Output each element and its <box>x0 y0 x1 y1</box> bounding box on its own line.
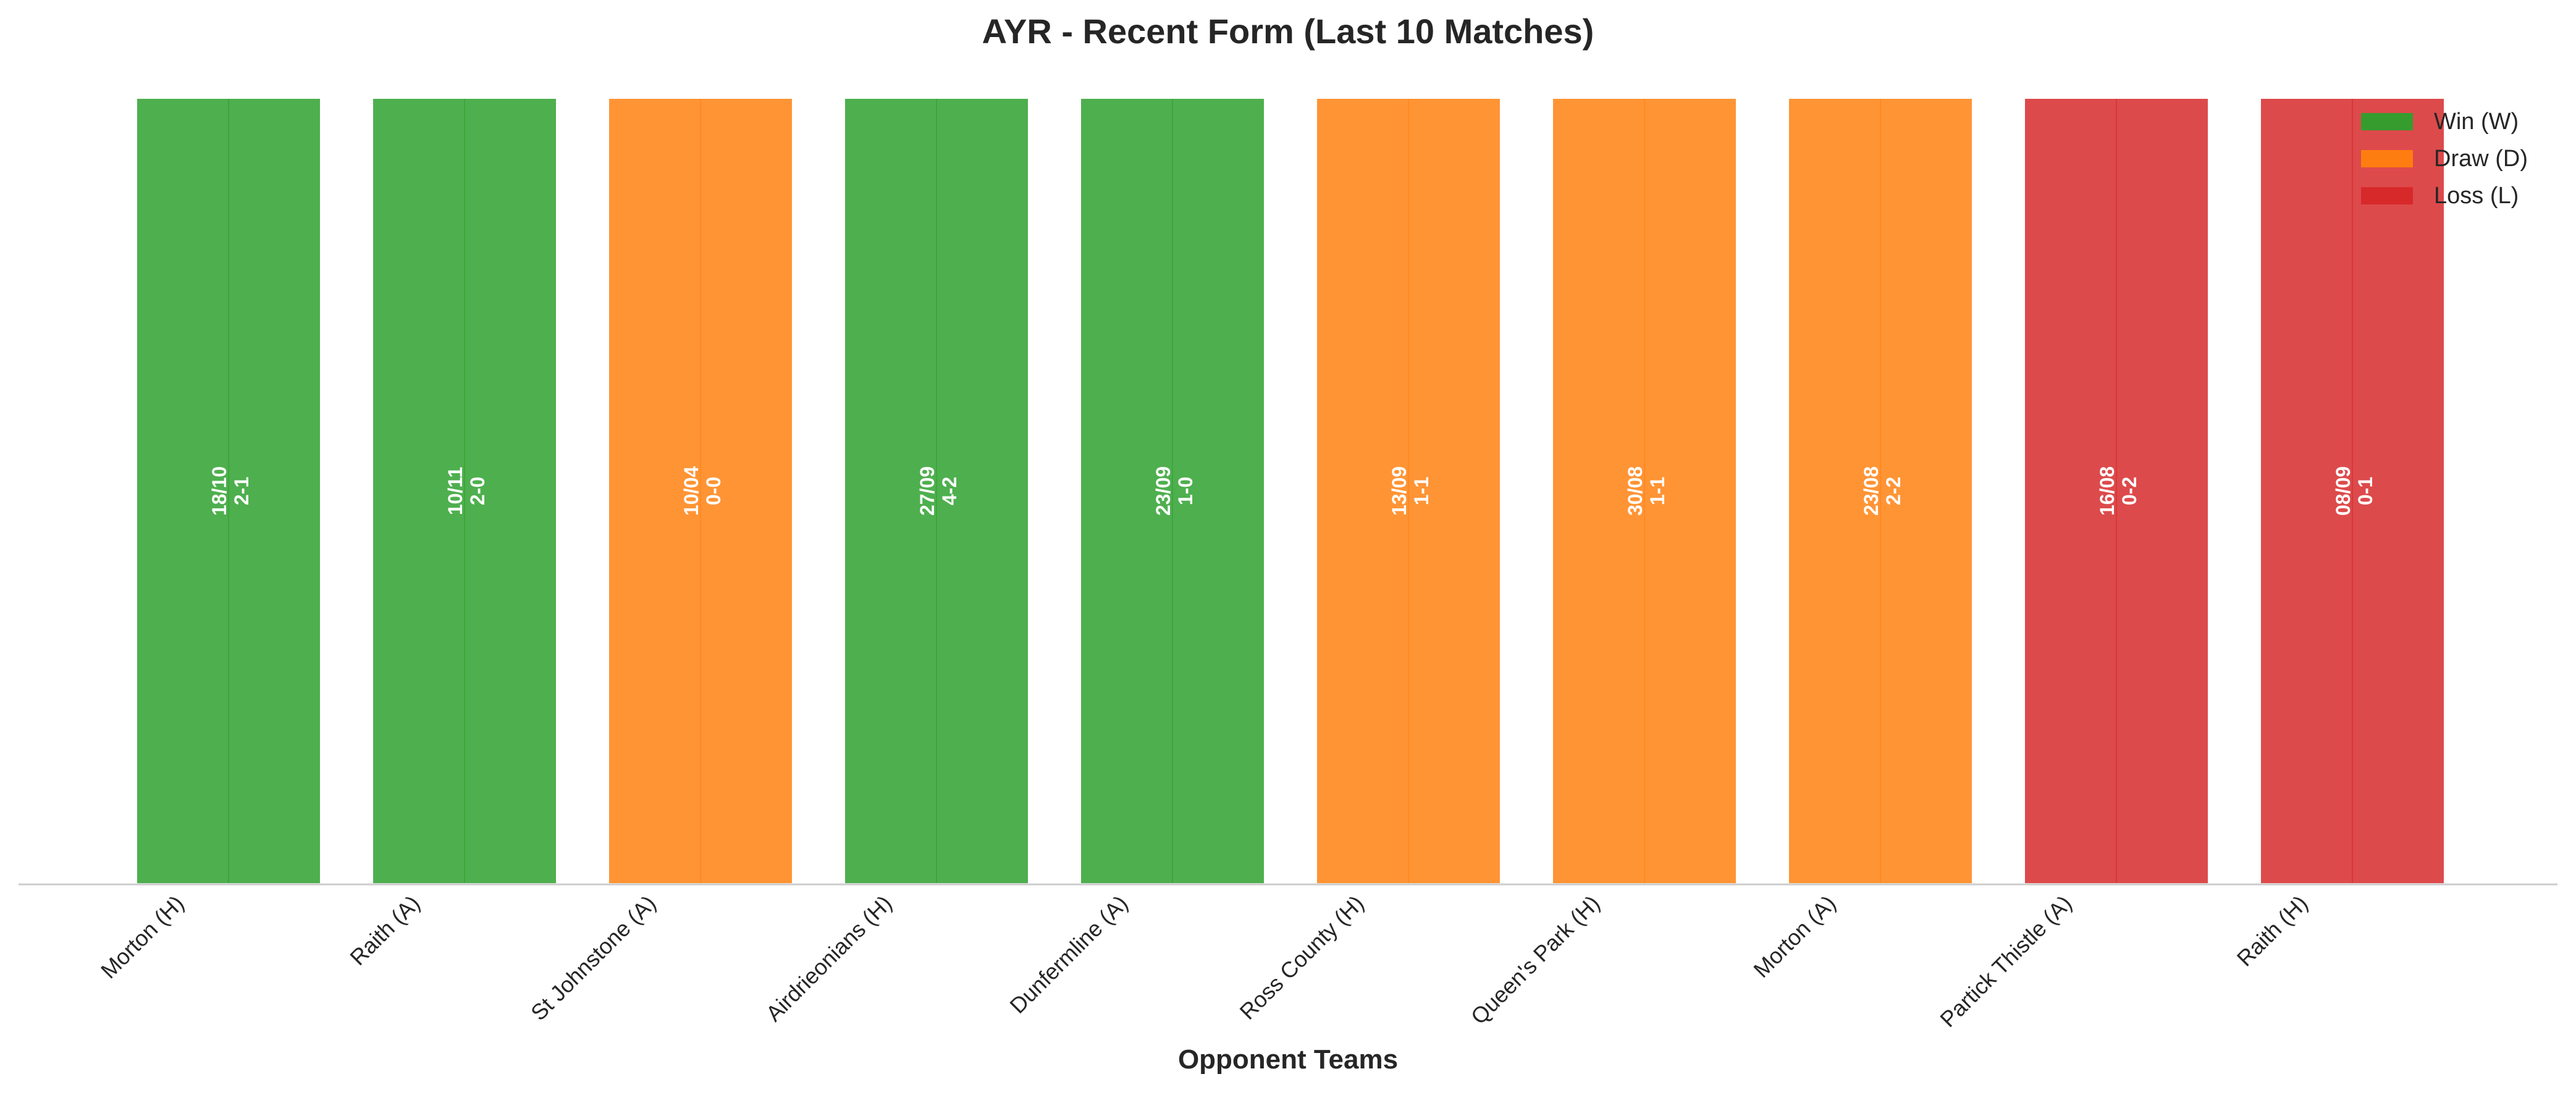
x-tick-label: Ross County (H) <box>1235 891 1369 1025</box>
x-tick-label: Raith (H) <box>2232 891 2313 971</box>
x-tick-label: Partick Thistle (A) <box>1935 891 2076 1032</box>
bar-label: 10/040-0 <box>680 466 725 516</box>
bar-label: 30/081-1 <box>1624 466 1669 516</box>
legend: Win (W) Draw (D) Loss (L) <box>2361 109 2528 209</box>
legend-swatch <box>2361 113 2413 130</box>
bar-label: 16/080-2 <box>2096 466 2140 516</box>
x-tick-label: Morton (H) <box>96 891 189 984</box>
x-axis-label: Opponent Teams <box>1178 1044 1398 1075</box>
x-tick-label: Morton (A) <box>1748 891 1840 983</box>
bar-label: 27/094-2 <box>916 466 961 516</box>
legend-label: Draw (D) <box>2434 146 2528 172</box>
x-tick-label: St Johnstone (A) <box>526 891 661 1026</box>
legend-swatch <box>2361 150 2413 167</box>
bar-label: 10/112-0 <box>444 467 489 515</box>
legend-label: Win (W) <box>2434 109 2519 135</box>
bar-label: 13/091-1 <box>1388 466 1433 516</box>
legend-label: Loss (L) <box>2434 183 2519 209</box>
x-tick-label: Dunfermline (A) <box>1004 891 1132 1018</box>
bar-label: 23/091-0 <box>1152 466 1197 516</box>
bar-label: 23/082-2 <box>1860 466 1905 516</box>
x-tick-label: Queen's Park (H) <box>1466 891 1605 1030</box>
x-tick-label: Raith (A) <box>345 891 424 970</box>
bar-label: 18/102-1 <box>208 466 253 516</box>
legend-swatch <box>2361 187 2413 204</box>
bar-label: 08/090-1 <box>2332 466 2376 516</box>
chart-title: AYR - Recent Form (Last 10 Matches) <box>982 12 1594 51</box>
x-tick-label: Airdrieonians (H) <box>761 891 897 1026</box>
